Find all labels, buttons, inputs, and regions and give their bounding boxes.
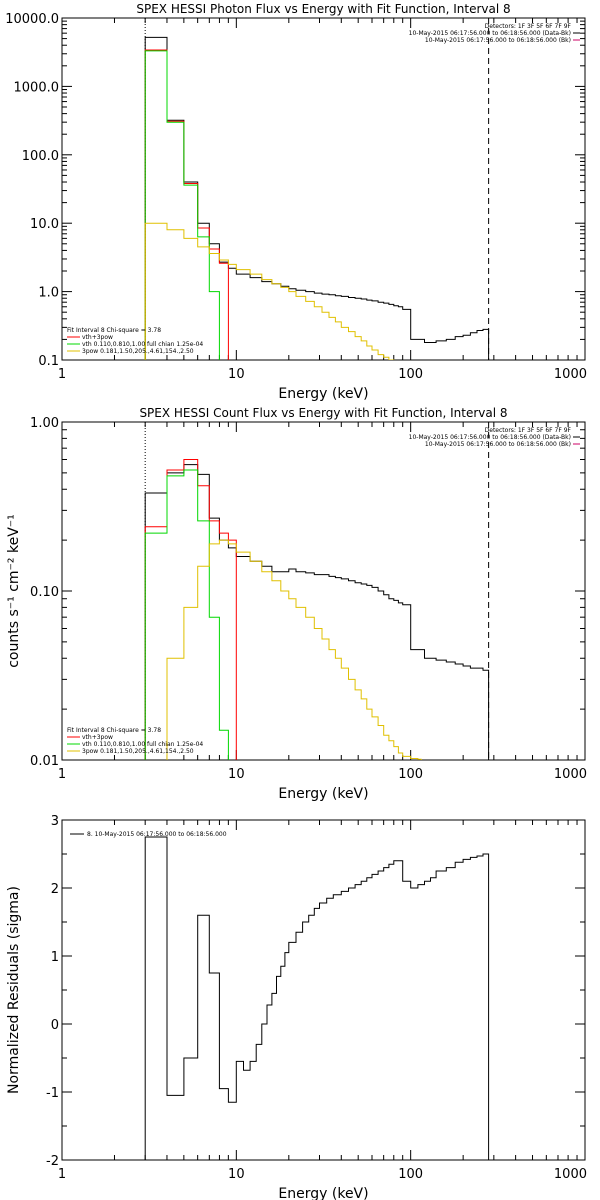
legend-entry: 3pow 0.181,1.50,205.,4.61,154.,2.50 xyxy=(82,348,194,355)
series-line-1 xyxy=(144,836,490,1160)
legend-entry: vth 0.110,0.810,1.00 full chian 1.25e-04 xyxy=(82,341,203,348)
x-tick-label: 1 xyxy=(58,1167,66,1182)
legend-entry: 3pow 0.181,1.50,205.,4.61,154.,2.50 xyxy=(82,748,194,755)
series-group xyxy=(144,836,490,1160)
y-tick-label: 1.00 xyxy=(30,416,59,431)
plot-frame xyxy=(61,17,586,361)
x-tick-label: 1000 xyxy=(554,767,587,782)
x-tick-label: 1000 xyxy=(554,367,587,382)
legend-entry: Fit Interval 8 Chi-square = 3.78 xyxy=(67,727,161,734)
y-tick-label: 100.0 xyxy=(22,149,59,164)
header-line: 10-May-2015 06:17:56.000 to 06:18:56.000… xyxy=(425,441,571,448)
x-tick-label: 100 xyxy=(398,367,423,382)
series-line-4 xyxy=(166,539,422,760)
y-tick-label: 0 xyxy=(51,1018,59,1033)
x-tick-label: 1 xyxy=(58,367,66,382)
series-line-4 xyxy=(144,222,395,360)
series-group xyxy=(144,459,490,760)
header-line: 10-May-2015 06:17:56.000 to 06:18:56.000… xyxy=(409,434,571,441)
chart-panel-3: 1 10 100 1000 -2 -1 0 1 2 3 Energy (keV) Normalized… xyxy=(6,814,587,1200)
y-tick-label: 1 xyxy=(51,950,59,965)
legend-entry: 8. 10-May-2015 06:17:56.000 to 06:18:56.… xyxy=(87,831,227,838)
y-tick-label: 0.01 xyxy=(30,754,59,769)
chart-title: SPEX HESSI Count Flux vs Energy with Fit… xyxy=(139,406,507,420)
series-line-1 xyxy=(144,36,490,360)
x-tick-label: 1000 xyxy=(554,1167,587,1182)
y-tick-label: 1.0 xyxy=(38,286,59,301)
x-tick-label: 100 xyxy=(398,767,423,782)
legend-entry: vth+3pow xyxy=(82,334,113,341)
x-axis-label: Energy (keV) xyxy=(278,386,368,402)
series-line-3 xyxy=(144,469,229,760)
x-tick-label: 10 xyxy=(228,1167,245,1182)
x-tick-label: 1 xyxy=(58,767,66,782)
header-line: 10-May-2015 06:17:56.000 to 06:18:56.000… xyxy=(409,30,571,37)
header-line: Detectors: 1F 3F 5F 6F 7F 9F xyxy=(485,23,572,30)
y-tick-label: -1 xyxy=(46,1086,59,1101)
plot-frame xyxy=(61,819,586,1161)
plot-frame xyxy=(61,421,586,761)
x-tick-label: 10 xyxy=(228,367,245,382)
series-line-3 xyxy=(144,50,220,360)
y-tick-label: 10.0 xyxy=(30,217,59,232)
y-tick-label: 2 xyxy=(51,882,59,897)
legend-entry: vth 0.110,0.810,1.00 full chian 1.25e-04 xyxy=(82,741,203,748)
y-axis-label: counts s⁻¹ cm⁻² keV⁻¹ xyxy=(6,514,22,668)
chart-panel-1: SPEX HESSI Photon Flux vs Energy with Fi… xyxy=(5,2,587,402)
y-tick-label: 10000.0 xyxy=(5,12,59,27)
header-line: Detectors: 1F 3F 5F 6F 7F 9F xyxy=(485,427,572,434)
x-tick-label: 100 xyxy=(398,1167,423,1182)
y-tick-label: -2 xyxy=(46,1154,59,1169)
y-tick-label: 1000.0 xyxy=(14,80,60,95)
x-tick-label: 10 xyxy=(228,767,245,782)
series-line-2 xyxy=(144,459,237,760)
header-line: 10-May-2015 06:17:56.000 to 06:18:56.000… xyxy=(425,37,571,44)
y-tick-label: 0.1 xyxy=(38,354,59,369)
legend-entry: Fit Interval 8 Chi-square = 3.78 xyxy=(67,327,161,334)
y-tick-label: 3 xyxy=(51,814,59,829)
x-axis-label: Energy (keV) xyxy=(278,1186,368,1200)
chart-title: SPEX HESSI Photon Flux vs Energy with Fi… xyxy=(136,2,510,16)
y-axis-label: Normalized Residuals (sigma) xyxy=(6,886,22,1094)
y-tick-label: 0.10 xyxy=(30,585,59,600)
series-group xyxy=(144,36,490,360)
legend-entry: vth+3pow xyxy=(82,734,113,741)
x-axis-label: Energy (keV) xyxy=(278,786,368,802)
chart-panel-2: SPEX HESSI Count Flux vs Energy with Fit… xyxy=(6,406,587,802)
series-line-1 xyxy=(144,464,490,760)
